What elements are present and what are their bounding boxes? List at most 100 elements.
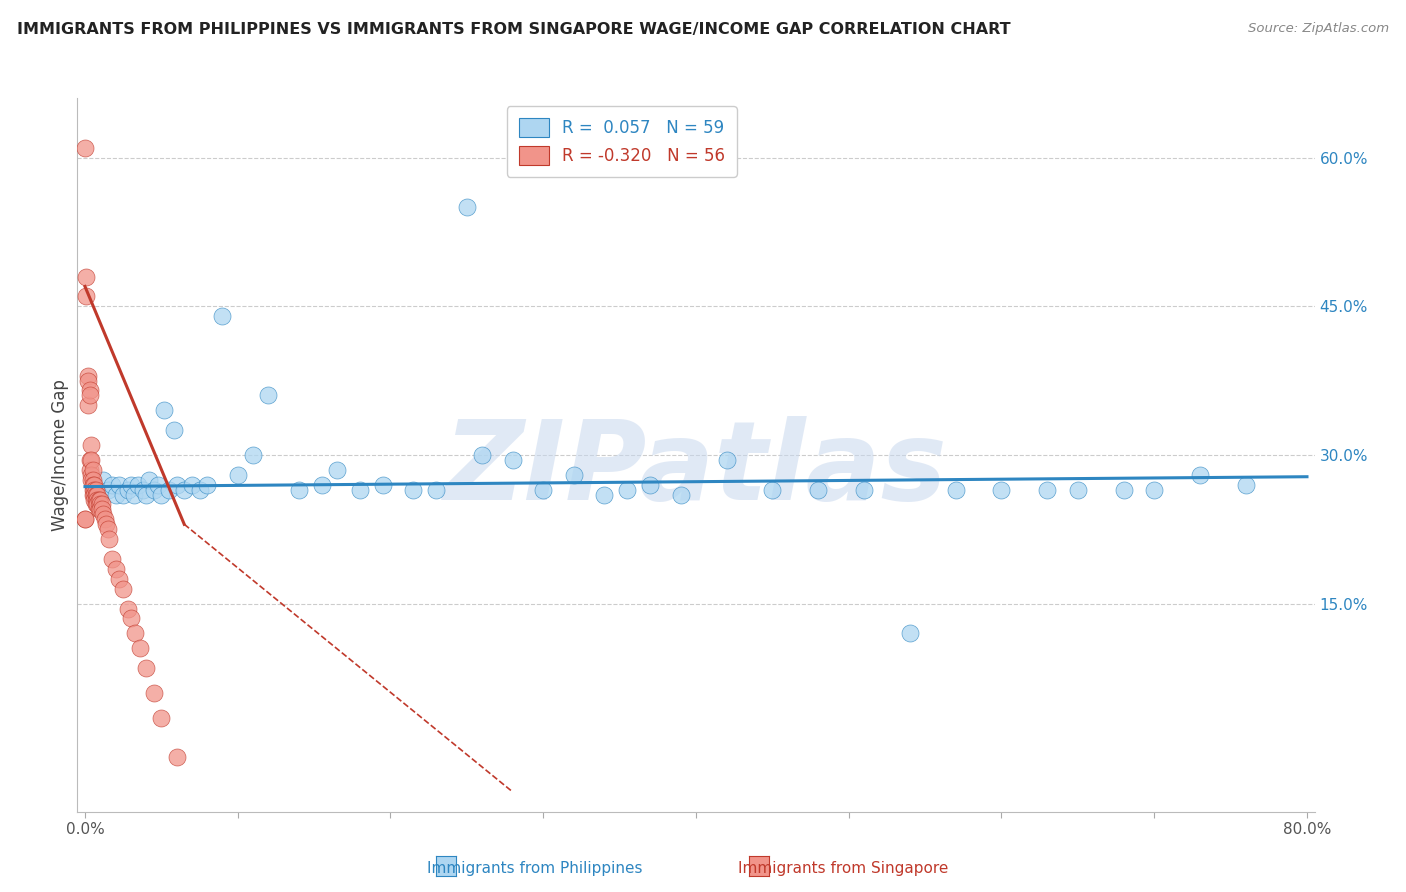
Point bbox=[80, 453, 103, 467]
Point bbox=[89, 502, 111, 516]
Point bbox=[188, 483, 211, 497]
Point bbox=[226, 467, 249, 482]
Point bbox=[79, 463, 101, 477]
Point bbox=[761, 483, 783, 497]
Point bbox=[148, 477, 170, 491]
Point bbox=[117, 483, 139, 497]
Point bbox=[84, 498, 107, 512]
Point bbox=[1067, 483, 1090, 497]
Point bbox=[104, 487, 127, 501]
Point bbox=[91, 508, 114, 522]
Point bbox=[898, 626, 921, 640]
Point bbox=[1112, 483, 1135, 497]
Point bbox=[82, 477, 104, 491]
Point bbox=[242, 448, 264, 462]
Point bbox=[97, 522, 120, 536]
Point bbox=[82, 487, 104, 501]
Point bbox=[107, 477, 129, 491]
Point bbox=[82, 483, 104, 497]
Point bbox=[77, 374, 100, 388]
Point bbox=[288, 483, 311, 497]
Point bbox=[129, 641, 152, 656]
Point bbox=[79, 453, 101, 467]
Point bbox=[101, 477, 124, 491]
Point bbox=[80, 473, 103, 487]
Point bbox=[86, 487, 108, 501]
Point bbox=[73, 141, 96, 155]
Point bbox=[425, 483, 447, 497]
Text: IMMIGRANTS FROM PHILIPPINES VS IMMIGRANTS FROM SINGAPORE WAGE/INCOME GAP CORRELA: IMMIGRANTS FROM PHILIPPINES VS IMMIGRANT… bbox=[17, 22, 1011, 37]
Point bbox=[89, 492, 111, 507]
Point bbox=[142, 483, 165, 497]
Point bbox=[211, 309, 233, 323]
Point bbox=[150, 710, 173, 724]
Point bbox=[79, 384, 101, 398]
Point bbox=[89, 498, 111, 512]
Point bbox=[76, 289, 98, 303]
Point bbox=[180, 477, 202, 491]
Point bbox=[127, 477, 149, 491]
Point bbox=[84, 487, 107, 501]
Point bbox=[83, 477, 105, 491]
Point bbox=[166, 750, 188, 764]
Point bbox=[83, 487, 105, 501]
Y-axis label: Wage/Income Gap: Wage/Income Gap bbox=[51, 379, 69, 531]
Point bbox=[124, 626, 146, 640]
Point bbox=[326, 463, 349, 477]
Point bbox=[94, 512, 117, 526]
Point bbox=[716, 453, 738, 467]
Point bbox=[166, 477, 188, 491]
Point bbox=[471, 448, 494, 462]
Point bbox=[84, 492, 107, 507]
Text: Immigrants from Philippines: Immigrants from Philippines bbox=[426, 861, 643, 876]
Point bbox=[1143, 483, 1166, 497]
Point bbox=[77, 368, 100, 383]
Point bbox=[257, 388, 280, 402]
Point bbox=[402, 483, 425, 497]
Point bbox=[135, 487, 157, 501]
Point bbox=[84, 483, 107, 497]
Point bbox=[120, 611, 142, 625]
Point bbox=[77, 398, 100, 412]
Point bbox=[112, 487, 135, 501]
Point bbox=[91, 473, 114, 487]
Point bbox=[138, 473, 160, 487]
Point bbox=[456, 200, 478, 214]
Legend: R =  0.057   N = 59, R = -0.320   N = 56: R = 0.057 N = 59, R = -0.320 N = 56 bbox=[508, 106, 737, 177]
Point bbox=[112, 582, 135, 596]
Point bbox=[195, 477, 218, 491]
Point bbox=[502, 453, 524, 467]
Text: ZIPatlas: ZIPatlas bbox=[444, 416, 948, 523]
Point bbox=[86, 492, 108, 507]
Point bbox=[132, 483, 155, 497]
Point bbox=[107, 572, 129, 586]
Point bbox=[853, 483, 876, 497]
Point bbox=[638, 477, 661, 491]
Point bbox=[669, 487, 692, 501]
Point bbox=[101, 552, 124, 566]
Point bbox=[76, 269, 98, 284]
Point bbox=[73, 512, 96, 526]
Point bbox=[90, 502, 112, 516]
Point bbox=[104, 562, 127, 576]
Point bbox=[531, 483, 554, 497]
Point bbox=[122, 487, 145, 501]
Point bbox=[990, 483, 1012, 497]
Text: Source: ZipAtlas.com: Source: ZipAtlas.com bbox=[1249, 22, 1389, 36]
Point bbox=[311, 477, 333, 491]
Point bbox=[562, 467, 585, 482]
Point bbox=[98, 532, 121, 546]
Point bbox=[173, 483, 195, 497]
Point bbox=[83, 492, 105, 507]
Point bbox=[945, 483, 967, 497]
Point bbox=[157, 483, 180, 497]
Point bbox=[80, 467, 103, 482]
Point bbox=[142, 686, 165, 700]
Point bbox=[150, 487, 173, 501]
Point bbox=[1189, 467, 1212, 482]
Point bbox=[162, 423, 184, 437]
Point bbox=[135, 661, 157, 675]
Point bbox=[120, 477, 142, 491]
Point bbox=[153, 403, 176, 417]
Point bbox=[1234, 477, 1257, 491]
